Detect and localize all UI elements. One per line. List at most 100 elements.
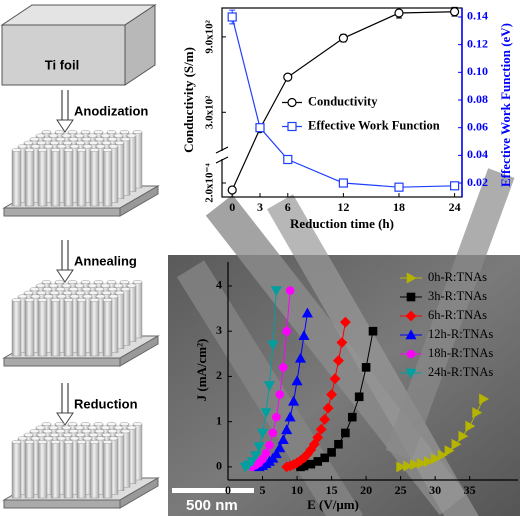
marker: [315, 423, 327, 435]
marker: [287, 97, 297, 108]
marker: [347, 412, 357, 422]
nanotube-top: [62, 140, 73, 145]
marker: [322, 402, 334, 414]
nanotube-top: [49, 140, 60, 145]
marker: [333, 355, 344, 367]
marker: [272, 412, 281, 422]
nanotube: [63, 441, 74, 499]
scale-bar-label: 500 nm: [186, 497, 238, 514]
x-tick-label: 35: [464, 483, 476, 497]
nanotube: [76, 299, 87, 357]
nanotube-top: [94, 137, 105, 142]
nanotube-top: [24, 298, 35, 303]
legend-label: 0h-R:TNAs: [428, 270, 487, 284]
legend-label: 12h-R:TNAs: [428, 327, 493, 341]
y-tick-label: 3: [216, 323, 222, 337]
y2-tick-label: 0.04: [467, 147, 488, 161]
nanotube-top: [113, 133, 124, 138]
x-tick-label: 6: [285, 200, 291, 214]
marker: [406, 292, 416, 302]
marker: [405, 368, 417, 379]
marker: [270, 448, 282, 459]
marker: [320, 453, 329, 463]
nanotube: [76, 149, 87, 207]
marker: [327, 448, 336, 457]
nanotube: [37, 149, 48, 207]
marker: [291, 375, 303, 386]
nanotube-top: [119, 280, 130, 285]
nanotube-top: [62, 290, 73, 295]
foil-front: [1, 24, 126, 86]
marker: [339, 316, 351, 328]
x-tick-label: 25: [395, 483, 407, 497]
marker: [341, 428, 350, 438]
nanotube-top: [75, 140, 86, 145]
nanotube-top: [107, 287, 118, 292]
nanotube-top: [132, 422, 143, 427]
nanotube-top: [102, 147, 113, 152]
nanotube-top: [69, 144, 80, 149]
y-tick-label: 3.0x10²: [204, 95, 216, 129]
nanotube-top: [119, 422, 130, 427]
marker: [479, 393, 490, 405]
marker: [405, 310, 417, 322]
marker: [281, 424, 293, 435]
marker: [403, 460, 414, 472]
nanotube-top: [93, 129, 104, 134]
marker: [301, 307, 313, 318]
nanotube-top: [41, 422, 52, 427]
nanotube-top: [126, 425, 137, 430]
axis-break: [215, 156, 229, 164]
nanotube-top: [62, 432, 73, 437]
y2-tick-label: 0.08: [467, 92, 488, 106]
nanotube-top: [55, 429, 66, 434]
marker: [361, 363, 371, 372]
nanotube-top: [42, 429, 53, 434]
series-line: [231, 11, 455, 191]
nanotube-top: [54, 422, 65, 427]
nanotube-top: [11, 298, 22, 303]
nanotube: [24, 441, 35, 499]
nanotube: [11, 149, 22, 207]
nanotube-top: [48, 283, 59, 288]
arrow-head: [56, 412, 74, 426]
nanotube-top: [120, 287, 131, 292]
tem-image: [168, 168, 520, 516]
marker: [319, 413, 331, 425]
nanotube: [24, 299, 35, 357]
nanotube-top: [101, 140, 112, 145]
marker: [368, 326, 378, 336]
nanotube-top: [114, 140, 125, 145]
nanotube: [89, 149, 100, 207]
nanotube-top: [101, 290, 112, 295]
nanotube-top: [69, 436, 80, 441]
legend-label: 24h-R:TNAs: [428, 365, 493, 379]
nanotube-top: [81, 287, 92, 292]
nanotube-top: [29, 429, 40, 434]
nanotube-top: [42, 287, 53, 292]
nanotube: [37, 299, 48, 357]
x-tick-label: 24: [449, 200, 461, 214]
nanotube-top: [74, 283, 85, 288]
nanotube-top: [106, 422, 117, 427]
nanotube-top: [61, 283, 72, 288]
nanotube-top: [94, 287, 105, 292]
marker: [406, 349, 416, 359]
marker: [396, 461, 407, 473]
marker: [449, 7, 460, 17]
nanotube-top: [114, 290, 125, 295]
nanotube-top: [54, 280, 65, 285]
x-axis-label: E (V/μm): [307, 497, 359, 512]
nanotube-top: [61, 133, 72, 138]
nanotube: [50, 299, 61, 357]
nanotube-top: [42, 137, 53, 142]
marker: [288, 395, 300, 406]
nanotube-top: [89, 298, 100, 303]
marker: [406, 272, 417, 284]
nanotube: [76, 441, 87, 499]
y2-tick-label: 0.06: [467, 119, 488, 133]
marker: [312, 432, 324, 443]
nanotube-top: [37, 440, 48, 445]
nanotube-top: [69, 294, 80, 299]
